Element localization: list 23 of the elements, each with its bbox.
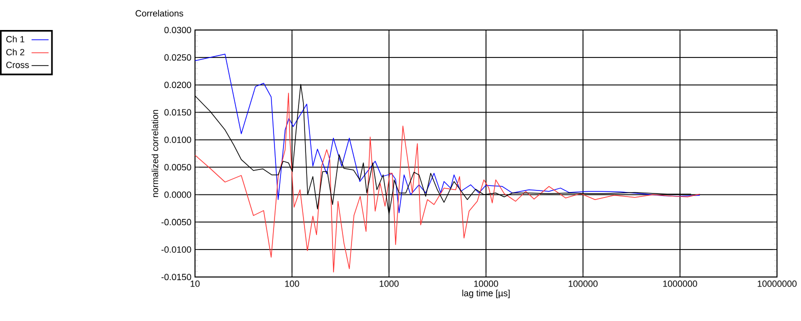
y-tick-label: -0.0100: [161, 246, 192, 253]
y-tick-label: -0.0050: [161, 218, 192, 226]
x-tick-label: 100000: [568, 280, 598, 287]
legend-label: Ch 1: [6, 36, 24, 42]
y-tick-label: 0.0000: [164, 191, 192, 198]
x-tick-label: 1000: [380, 280, 399, 287]
y-tick-label: 0.0200: [164, 82, 192, 88]
y-tick-label: 0.0150: [164, 109, 192, 116]
chart-title: Correlations: [136, 10, 184, 17]
x-tick-label: 1000000: [663, 280, 698, 287]
x-tick-label: 10: [190, 280, 200, 287]
y-tick-label: 0.0250: [164, 54, 192, 61]
x-axis-title: lag time [µs]: [462, 290, 510, 298]
y-tick-label: 0.0100: [164, 136, 192, 143]
y-axis-title: normalized correlation: [152, 110, 158, 198]
legend-label: Ch 2: [6, 48, 24, 56]
y-tick-label: 0.0300: [164, 26, 192, 34]
x-tick-label: 100: [285, 280, 300, 287]
x-tick-label: 10000000: [758, 280, 797, 287]
y-tick-label: -0.0150: [161, 274, 192, 280]
x-tick-label: 10000: [474, 280, 498, 287]
legend-label: Cross: [6, 62, 29, 68]
y-tick-label: 0.0050: [164, 164, 192, 170]
